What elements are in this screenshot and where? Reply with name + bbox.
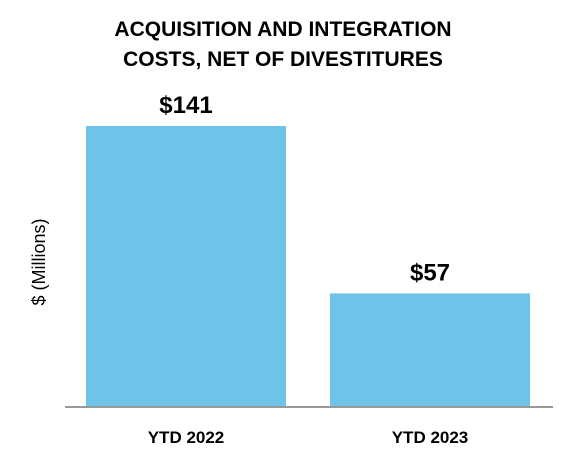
bars: $141 YTD 2022 $57 YTD 2023 [86, 92, 530, 447]
bar-ytd-2022 [86, 126, 286, 407]
chart-title-line-1: ACQUISITION AND INTEGRATION [114, 18, 451, 41]
chart-title-line-2: COSTS, NET OF DIVESTITURES [123, 48, 443, 71]
value-label: $57 [410, 259, 450, 286]
value-label: $141 [159, 92, 212, 119]
bar-ytd-2023 [330, 293, 530, 407]
category-label: YTD 2022 [148, 428, 225, 447]
category-label: YTD 2023 [392, 428, 469, 447]
y-axis-label: $ (Millions) [29, 218, 49, 305]
